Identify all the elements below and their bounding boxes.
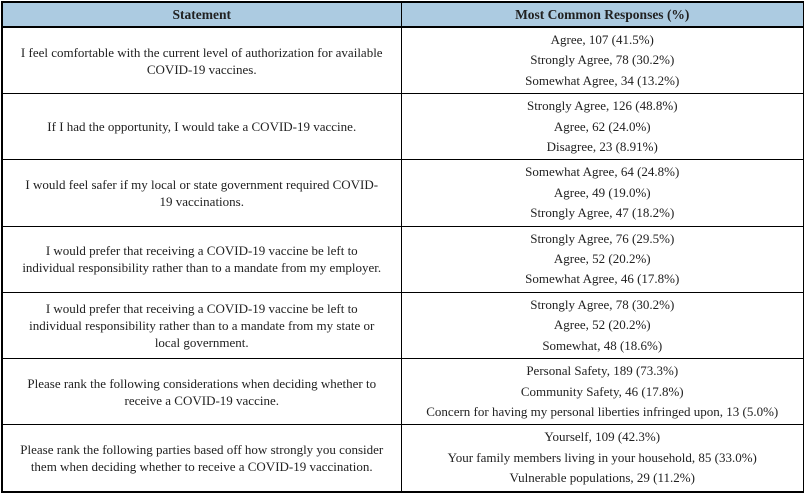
response-line: Somewhat Agree, 46 (17.8%) [525, 271, 680, 287]
response-line: Somewhat Agree, 64 (24.8%) [525, 164, 680, 180]
response-line: Vulnerable populations, 29 (11.2%) [509, 470, 695, 486]
header-row: Statement Most Common Responses (%) [1, 1, 804, 28]
statement-text: Please rank the following parties based … [1, 424, 402, 493]
response-line: Community Safety, 46 (17.8%) [520, 383, 684, 399]
response-line: Concern for having my personal liberties… [426, 403, 779, 419]
response-line: Agree, 52 (20.2%) [553, 317, 651, 333]
responses-cell: Yourself, 109 (42.3%) Your family member… [400, 424, 804, 493]
statement-text: I would feel safer if my local or state … [1, 159, 402, 227]
response-line: Strongly Agree, 78 (30.2%) [530, 296, 675, 312]
response-line: Strongly Agree, 76 (29.5%) [530, 230, 675, 246]
responses-cell: Personal Safety, 189 (73.3%) Community S… [400, 358, 804, 426]
responses-cell: Strongly Agree, 76 (29.5%) Agree, 52 (20… [400, 225, 804, 293]
response-line: Personal Safety, 189 (73.3%) [526, 363, 679, 379]
response-line: Somewhat, 48 (18.6%) [542, 337, 663, 353]
table-row: Please rank the following parties based … [1, 424, 804, 493]
response-line: Disagree, 23 (8.91%) [546, 139, 658, 155]
table-row: I would feel safer if my local or state … [1, 159, 804, 227]
response-line: Strongly Agree, 78 (30.2%) [530, 52, 675, 68]
table-row: Please rank the following considerations… [1, 358, 804, 426]
column-header-statement: Statement [1, 1, 402, 28]
response-line: Agree, 49 (19.0%) [553, 184, 651, 200]
response-line: Yourself, 109 (42.3%) [544, 429, 661, 445]
response-line: Strongly Agree, 47 (18.2%) [530, 205, 675, 221]
responses-cell: Strongly Agree, 78 (30.2%) Agree, 52 (20… [400, 291, 804, 360]
response-line: Agree, 52 (20.2%) [553, 251, 651, 267]
responses-cell: Strongly Agree, 126 (48.8%) Agree, 62 (2… [400, 93, 804, 161]
table-row: I feel comfortable with the current leve… [1, 26, 804, 95]
table-row: I would prefer that receiving a COVID-19… [1, 291, 804, 360]
response-line: Agree, 107 (41.5%) [550, 32, 654, 47]
statement-text: If I had the opportunity, I would take a… [1, 93, 402, 161]
response-line: Strongly Agree, 126 (48.8%) [526, 98, 678, 114]
response-line: Agree, 62 (24.0%) [553, 118, 651, 134]
table-row: I would prefer that receiving a COVID-19… [1, 225, 804, 293]
table-row: If I had the opportunity, I would take a… [1, 93, 804, 161]
responses-cell: Somewhat Agree, 64 (24.8%) Agree, 49 (19… [400, 159, 804, 227]
column-header-responses: Most Common Responses (%) [400, 1, 804, 28]
statement-text: I would prefer that receiving a COVID-19… [1, 291, 402, 360]
statement-text: I would prefer that receiving a COVID-19… [1, 225, 402, 293]
response-line: Somewhat Agree, 34 (13.2%) [525, 72, 680, 88]
responses-cell: Agree, 107 (41.5%) Strongly Agree, 78 (3… [400, 26, 804, 95]
response-line: Your family members living in your house… [447, 449, 757, 465]
statement-text: Please rank the following considerations… [1, 358, 402, 426]
statement-text: I feel comfortable with the current leve… [1, 26, 402, 95]
